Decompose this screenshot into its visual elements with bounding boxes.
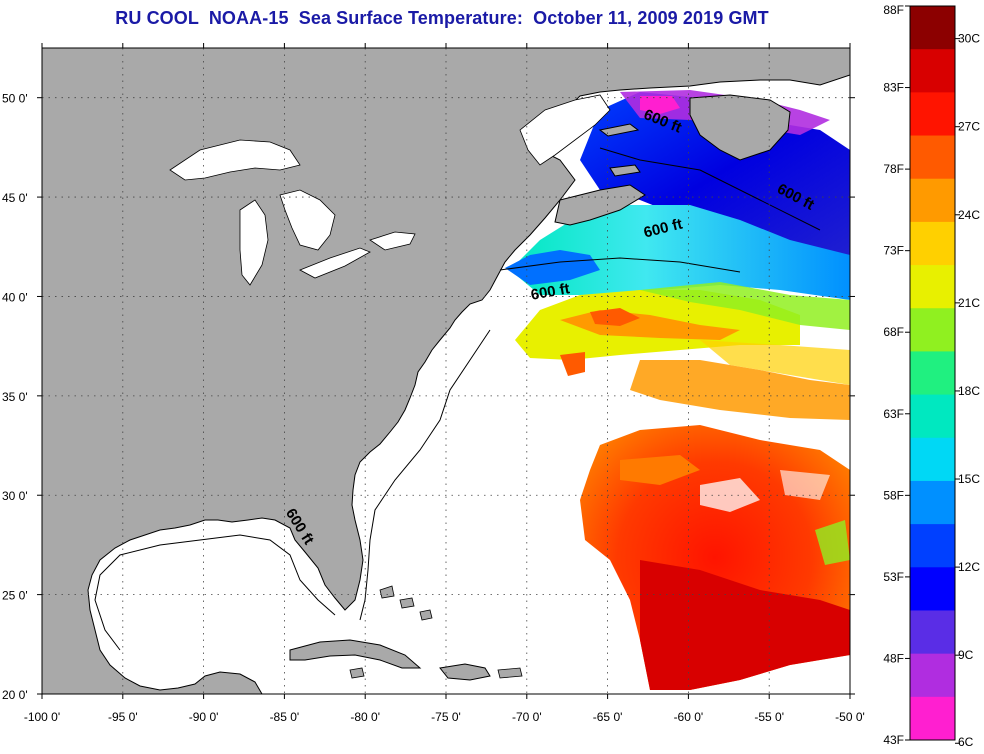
land-pei xyxy=(609,164,641,177)
land-anticosti xyxy=(598,123,640,137)
lon-tick-label: -85 0' xyxy=(270,710,300,724)
lon-tick-label: -65 0' xyxy=(593,710,623,724)
lon-tick-label: -75 0' xyxy=(431,710,461,724)
graticule xyxy=(42,48,850,694)
colorbar-label-f: 53F xyxy=(883,570,904,584)
colorbar-label-f: 58F xyxy=(883,488,904,502)
colorbar-segment xyxy=(910,653,955,698)
colorbar-segment xyxy=(910,480,955,525)
colorbar-segment xyxy=(910,308,955,352)
gulf-of-st-lawrence xyxy=(519,94,611,166)
sst-green-cold-spot xyxy=(815,520,850,565)
colorbar-label-f: 68F xyxy=(883,325,904,339)
colorbar-label-f: 63F xyxy=(883,407,904,421)
colorbar-segment xyxy=(910,524,955,568)
colorbar-label-f: 48F xyxy=(883,651,904,665)
land-newfoundland xyxy=(689,94,791,161)
sst-green-slope xyxy=(640,282,850,330)
sst-white-gap xyxy=(700,478,760,512)
sst-orange-patch-south xyxy=(620,455,700,485)
lon-tick-label: -50 0' xyxy=(835,710,865,724)
longitude-axis: -100 0' -95 0' -90 0' -85 0' -80 0' -75 0' -70… xyxy=(24,43,865,724)
colorbar-segment xyxy=(910,437,955,482)
lon-tick-label: -90 0' xyxy=(189,710,219,724)
sst-white-gap-2 xyxy=(780,470,830,500)
sst-orange-ring xyxy=(560,352,585,376)
sst-magenta-nw xyxy=(640,96,680,114)
colorbar-label-f: 73F xyxy=(883,244,904,258)
land-cuba xyxy=(289,639,422,669)
colorbar-label-c: 6C xyxy=(958,735,974,749)
colorbar-label-f: 43F xyxy=(883,733,904,747)
lat-tick-label: 25 0' xyxy=(2,589,28,603)
sst-orange-band xyxy=(630,360,850,420)
sst-scotian-shelf xyxy=(510,205,850,300)
lon-tick-label: -95 0' xyxy=(108,710,138,724)
great-lakes xyxy=(169,94,611,286)
lake-michigan xyxy=(239,199,269,286)
colorbar-segment xyxy=(910,567,955,611)
lon-tick-label: -70 0' xyxy=(512,710,542,724)
lat-tick-label: 35 0' xyxy=(2,390,28,404)
colorbar-label-c: 15C xyxy=(958,472,980,486)
lake-huron xyxy=(279,189,336,251)
colorbar-segment xyxy=(910,92,955,137)
colorbar-segment xyxy=(910,265,955,309)
lon-tick-label: -60 0' xyxy=(674,710,704,724)
lake-superior xyxy=(169,139,301,181)
lat-tick-label: 50 0' xyxy=(2,92,28,106)
lon-tick-label: -55 0' xyxy=(754,710,784,724)
lon-tick-label: -100 0' xyxy=(24,710,60,724)
colorbar-label-f: 83F xyxy=(883,81,904,95)
colorbar-label-f: 88F xyxy=(883,3,904,17)
colorbar-label-c: 9C xyxy=(958,648,974,662)
land-hispaniola xyxy=(439,663,491,681)
sst-red-eddy xyxy=(590,308,640,326)
lat-tick-label: 30 0' xyxy=(2,489,28,503)
colorbar-label-f: 78F xyxy=(883,162,904,176)
land-nova-scotia xyxy=(554,184,646,226)
lat-tick-label: 45 0' xyxy=(2,191,28,205)
colorbar-frame xyxy=(909,5,956,741)
colorbar-segment xyxy=(910,696,955,741)
colorbar-label-c: 21C xyxy=(958,296,980,310)
colorbar-label-c: 27C xyxy=(958,120,980,134)
lon-tick-label: -80 0' xyxy=(350,710,380,724)
colorbar-label-c: 18C xyxy=(958,384,980,398)
sst-blue-coast xyxy=(505,250,600,285)
lat-tick-label: 20 0' xyxy=(2,688,28,702)
colorbar-segment xyxy=(910,178,955,223)
colorbar-segment xyxy=(910,351,955,396)
colorbar-label-c: 24C xyxy=(958,208,980,222)
colorbar-segment xyxy=(910,6,955,50)
map-title: RU COOL NOAA-15 Sea Surface Temperature:… xyxy=(115,8,769,28)
colorbar-segment xyxy=(910,610,955,655)
colorbar-segment xyxy=(910,221,955,266)
colorbar: 88F 83F 78F 73F 68F 63F 58F 53F 48F 43F 30C 27C 24C 2… xyxy=(883,3,980,749)
colorbar-label-c: 30C xyxy=(958,32,980,46)
caribbean-islands xyxy=(349,585,523,679)
sst-darkred-south xyxy=(640,560,850,690)
colorbar-segment xyxy=(910,49,955,93)
isobath-600ft xyxy=(94,147,821,651)
lake-erie xyxy=(299,247,371,279)
sst-yellow-band xyxy=(700,340,850,385)
colorbar-segment xyxy=(910,135,955,180)
colorbar-segment xyxy=(910,394,955,439)
lat-tick-label: 40 0' xyxy=(2,290,28,304)
latitude-axis: 20 0' 25 0' 30 0' 35 0' 40 0' 45 0' 50 0' xyxy=(2,92,855,702)
colorbar-label-c: 12C xyxy=(958,560,980,574)
lake-ontario xyxy=(369,231,416,251)
contour-label: 600 ft xyxy=(529,280,571,304)
